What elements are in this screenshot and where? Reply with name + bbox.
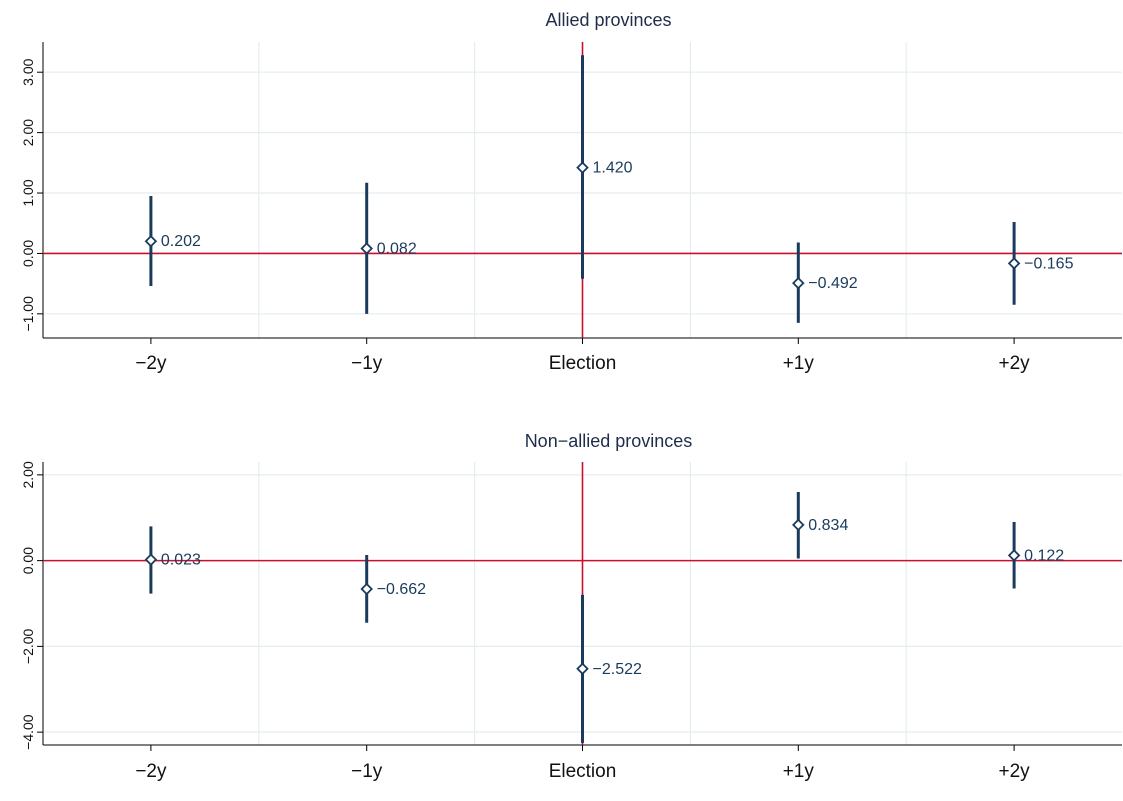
panel-1: 3.00 2.00 1.00 0.00 −1.00 −2y −1y Election +1y +2… — [20, 10, 1122, 374]
y-tick-label: −1.00 — [20, 296, 36, 332]
x-tick-label: +1y — [783, 761, 815, 782]
data-label: 0.834 — [808, 517, 848, 534]
data-label: 1.420 — [593, 160, 633, 177]
panel-title: Non−allied provinces — [525, 431, 693, 451]
x-tick-label: −1y — [351, 761, 383, 782]
data-label: 0.122 — [1024, 547, 1064, 564]
y-tick-label: 3.00 — [20, 58, 36, 85]
data-label: 0.202 — [161, 233, 201, 250]
y-tick-label: 0.00 — [20, 547, 36, 574]
x-tick-label: +2y — [999, 353, 1031, 374]
x-tick-label: +1y — [783, 353, 815, 374]
point-marker — [144, 234, 158, 248]
y-tick-label: 2.00 — [20, 119, 36, 146]
panel-title: Allied provinces — [545, 10, 671, 30]
point-marker — [1007, 257, 1021, 270]
x-tick-label: Election — [549, 353, 617, 374]
x-tick-label: −1y — [351, 353, 383, 374]
data-label: −0.662 — [377, 581, 426, 598]
x-tick-label: +2y — [999, 761, 1031, 782]
y-tick-label: −4.00 — [20, 714, 36, 750]
y-tick-label: 1.00 — [20, 179, 36, 206]
data-label: 0.082 — [377, 240, 417, 257]
data-label: 0.023 — [161, 552, 201, 569]
data-label: −2.522 — [593, 661, 642, 678]
y-tick-label: 2.00 — [20, 461, 36, 488]
point-marker — [1007, 549, 1021, 562]
x-tick-label: −2y — [135, 761, 167, 782]
data-label: −0.492 — [808, 275, 857, 292]
x-tick-label: Election — [549, 761, 617, 782]
point-marker — [144, 553, 158, 566]
point-marker — [576, 662, 589, 676]
point-marker — [360, 582, 373, 596]
panel-2: 2.00 0.00 −2.00 −4.00 −2y −1y Election +1y +2y 0.… — [20, 431, 1122, 782]
x-tick-label: −2y — [135, 353, 167, 374]
data-label: −0.165 — [1024, 255, 1073, 272]
y-tick-label: −2.00 — [20, 628, 36, 664]
point-marker — [576, 161, 589, 174]
point-marker — [360, 242, 373, 255]
point-marker — [792, 276, 805, 290]
point-marker — [792, 518, 805, 532]
y-tick-label: 0.00 — [20, 240, 36, 267]
